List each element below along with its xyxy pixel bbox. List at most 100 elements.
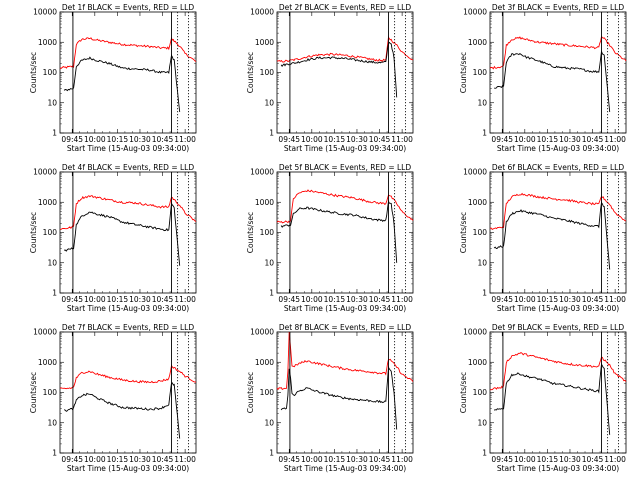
chart-title: Det 1f BLACK = Events, RED = LLD (62, 3, 195, 12)
plot-frame (276, 171, 414, 294)
lld-series-line (276, 331, 414, 391)
y-tick-label: 1000 (255, 198, 274, 207)
lld-series-line (276, 35, 414, 63)
x-tick-label: 10:30 (346, 455, 368, 464)
x-tick-label: 11:00 (604, 295, 626, 304)
x-tick-label: 10:00 (301, 135, 323, 144)
x-tick-label: 10:15 (324, 455, 346, 464)
plot-frame (489, 331, 627, 454)
y-tick-label: 10000 (463, 8, 487, 17)
x-tick-label: 10:45 (369, 135, 391, 144)
x-axis-label: Start Time (15-Aug-03 09:34:00) (67, 464, 189, 473)
x-tick-label: 09:45 (491, 135, 513, 144)
x-tick-label: 10:15 (107, 455, 129, 464)
y-tick-label: 10000 (33, 168, 57, 177)
chart-panel: Det 4f BLACK = Events, RED = LLD 1 10 100 10… (29, 163, 197, 313)
y-axis-label: Counts/sec (29, 212, 38, 253)
x-tick-label: 10:30 (559, 455, 581, 464)
lld-series-line (59, 195, 197, 231)
y-tick-label: 100 (473, 68, 488, 77)
x-tick-label: 10:00 (514, 295, 536, 304)
events-series-line (280, 41, 398, 98)
x-axis-label: Start Time (15-Aug-03 09:34:00) (497, 304, 619, 313)
x-tick-label: 10:15 (107, 295, 129, 304)
x-axis-label: Start Time (15-Aug-03 09:34:00) (284, 144, 406, 153)
x-tick-label: 09:45 (61, 135, 83, 144)
y-tick-label: 1 (269, 129, 274, 138)
plot-frame (489, 171, 627, 294)
x-tick-label: 10:45 (582, 295, 604, 304)
x-tick-label: 10:30 (559, 135, 581, 144)
events-series-line (63, 382, 181, 439)
y-tick-label: 1000 (468, 358, 487, 367)
x-tick-label: 10:45 (152, 295, 174, 304)
y-axis-label: Counts/sec (29, 52, 38, 93)
y-tick-label: 10 (47, 258, 57, 267)
chart-panel: Det 9f BLACK = Events, RED = LLD 1 10 100 10… (459, 323, 627, 473)
y-tick-label: 100 (260, 228, 275, 237)
x-tick-label: 10:15 (537, 455, 559, 464)
y-tick-label: 1 (52, 289, 57, 298)
plot-frame (276, 11, 414, 134)
x-axis-label: Start Time (15-Aug-03 09:34:00) (497, 464, 619, 473)
chart-panel: Det 7f BLACK = Events, RED = LLD 1 10 100 10… (29, 323, 197, 473)
events-series-line (280, 365, 398, 430)
events-series-line (63, 53, 181, 112)
y-tick-label: 10 (477, 258, 487, 267)
x-tick-label: 11:00 (391, 295, 413, 304)
x-tick-label: 10:00 (514, 455, 536, 464)
chart-panel: Det 3f BLACK = Events, RED = LLD 1 10 100 10… (459, 3, 627, 153)
y-tick-label: 1000 (255, 38, 274, 47)
x-tick-label: 10:00 (84, 455, 106, 464)
lld-series-line (276, 189, 414, 224)
y-axis-label: Counts/sec (459, 52, 468, 93)
x-tick-label: 10:15 (107, 135, 129, 144)
x-tick-label: 10:15 (324, 135, 346, 144)
chart-title: Det 4f BLACK = Events, RED = LLD (62, 163, 195, 172)
chart-title: Det 5f BLACK = Events, RED = LLD (279, 163, 412, 172)
y-tick-label: 10000 (33, 8, 57, 17)
lld-series-line (489, 192, 627, 230)
events-series-line (280, 199, 398, 263)
y-tick-label: 1 (52, 129, 57, 138)
x-tick-label: 10:30 (346, 135, 368, 144)
x-tick-label: 10:45 (582, 135, 604, 144)
y-tick-label: 1 (269, 449, 274, 458)
x-tick-label: 09:45 (61, 455, 83, 464)
x-axis-label: Start Time (15-Aug-03 09:34:00) (497, 144, 619, 153)
y-tick-label: 100 (473, 228, 488, 237)
x-tick-label: 10:45 (582, 455, 604, 464)
x-tick-label: 09:45 (278, 135, 300, 144)
x-tick-label: 11:00 (174, 135, 196, 144)
y-axis-label: Counts/sec (29, 372, 38, 413)
x-tick-label: 10:45 (369, 295, 391, 304)
x-tick-label: 11:00 (391, 135, 413, 144)
chart-title: Det 2f BLACK = Events, RED = LLD (279, 3, 412, 12)
chart-title: Det 6f BLACK = Events, RED = LLD (492, 163, 625, 172)
chart-panel: Det 5f BLACK = Events, RED = LLD 1 10 100 10… (246, 163, 414, 313)
y-tick-label: 10000 (463, 328, 487, 337)
y-tick-label: 10 (264, 418, 274, 427)
chart-title: Det 3f BLACK = Events, RED = LLD (492, 3, 625, 12)
chart-title: Det 7f BLACK = Events, RED = LLD (62, 323, 195, 332)
y-axis-label: Counts/sec (246, 212, 255, 253)
y-tick-label: 10000 (250, 328, 274, 337)
y-tick-label: 10000 (250, 168, 274, 177)
y-tick-label: 100 (43, 68, 58, 77)
y-tick-label: 1000 (468, 38, 487, 47)
plot-frame (59, 331, 197, 454)
x-tick-label: 11:00 (174, 295, 196, 304)
y-axis-label: Counts/sec (246, 52, 255, 93)
y-tick-label: 10 (264, 258, 274, 267)
y-axis-label: Counts/sec (246, 372, 255, 413)
y-tick-label: 1000 (38, 358, 57, 367)
x-axis-label: Start Time (15-Aug-03 09:34:00) (67, 304, 189, 313)
chart-panel: Det 1f BLACK = Events, RED = LLD 1 10 100 10… (29, 3, 197, 153)
x-tick-label: 10:00 (514, 135, 536, 144)
x-tick-label: 09:45 (491, 455, 513, 464)
lld-series-line (489, 352, 627, 391)
y-tick-label: 10000 (250, 8, 274, 17)
x-tick-label: 09:45 (278, 295, 300, 304)
y-tick-label: 10000 (33, 328, 57, 337)
x-tick-label: 10:15 (537, 295, 559, 304)
